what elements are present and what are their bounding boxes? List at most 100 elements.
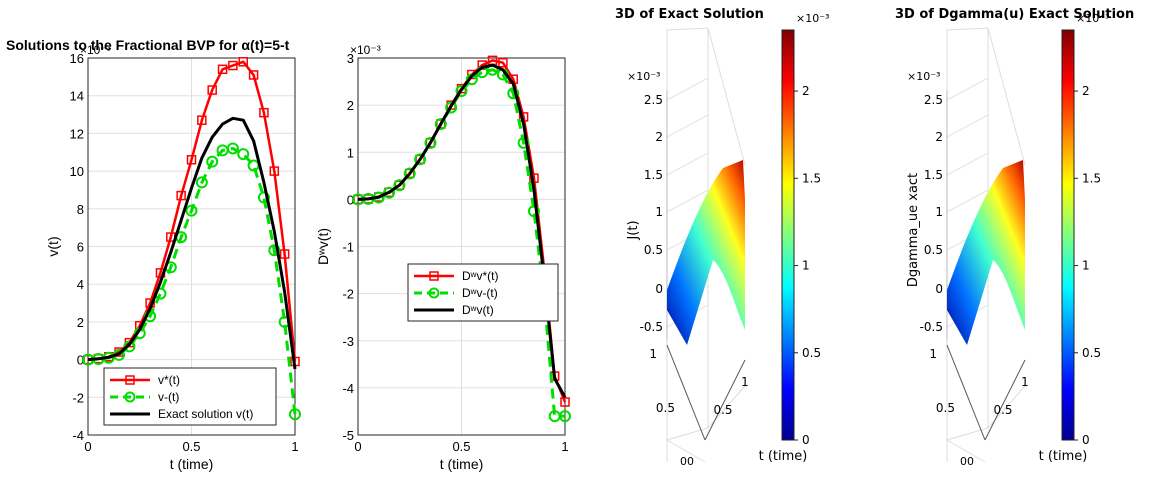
y-tick-label: 8 (77, 202, 84, 217)
grid-line (946, 114, 989, 138)
grid-line (666, 77, 709, 101)
data-point (259, 107, 269, 118)
y-tick-label: 0 (347, 192, 354, 207)
colorbar (781, 29, 795, 441)
data-point (207, 85, 217, 95)
z-tick-label: 2.5 (644, 93, 663, 107)
data-point (434, 117, 447, 130)
data-point (517, 136, 530, 149)
figure-title: Solutions to the Fractional BVP for α(t)… (6, 37, 290, 53)
data-point (403, 167, 416, 180)
z-tick-label: 2.5 (924, 93, 943, 107)
surface-exact: 3D of Exact Solution 2.5 2 1.5 1 0.5 0 -0.5 ×10⁻… (615, 7, 829, 468)
legend-marker (125, 375, 135, 385)
y-tick-label: -2 (72, 390, 84, 405)
surface-mesh (947, 160, 1025, 345)
data-point (445, 101, 458, 114)
y-tick-label: -2 (342, 287, 354, 302)
y-tick-label: 0.5 (936, 401, 955, 415)
colorbar-exponent: ×10⁻³ (1076, 12, 1109, 25)
box-edge (707, 27, 746, 166)
data-point (414, 153, 427, 166)
grid-line (666, 114, 709, 138)
plot-dwv: -5 -4 -3 -2 -1 0 1 2 3 0 0.5 1 t (time) Dʷv(t) ×10⁻³ Dʷ… (315, 43, 571, 472)
z-axis-label: Dgamma_ue xact (906, 173, 921, 287)
x-tick-label: 0.5 (182, 439, 200, 454)
colorbar (1061, 29, 1075, 441)
z-tick-label: 1.5 (924, 168, 943, 182)
z-tick-label: -0.5 (920, 320, 943, 334)
y-tick-label: 1 (929, 347, 937, 361)
x-tick-label: 0.5 (452, 439, 470, 454)
plot-v: -4 -2 0 2 4 6 8 10 12 14 16 0 0.5 1 t (time) v(t) ×10⁻³ v… (45, 43, 301, 472)
legend-label: v-(t) (158, 390, 179, 404)
floor-edge (666, 344, 706, 441)
box-edge (946, 27, 989, 31)
y-tick-label: 1 (649, 347, 657, 361)
data-point (206, 155, 219, 168)
colorbar-tick-label: 0.5 (1082, 346, 1101, 360)
data-point (226, 142, 239, 155)
x-tick-label: 0 (84, 439, 91, 454)
data-point (527, 205, 540, 218)
box-edge (666, 427, 709, 441)
colorbar-tick-label: 0 (802, 433, 810, 447)
x-tick-label: 0 (354, 439, 361, 454)
z-tick-label: 0.5 (924, 243, 943, 257)
y-tick-label: 10 (70, 164, 84, 179)
x-tick-label: 1 (561, 439, 568, 454)
z-tick-label: 0.5 (644, 243, 663, 257)
grid-line (666, 189, 709, 213)
series-line-2 (87, 116, 297, 370)
x-tick-label: 1 (1021, 375, 1029, 389)
z-tick-label: 1 (655, 205, 663, 219)
z-tick-label: 2 (655, 130, 663, 144)
surface-title: 3D of Exact Solution (615, 7, 764, 22)
box-edge (946, 439, 986, 463)
y-tick-label: 2 (77, 315, 84, 330)
colorbar-tick-label: 0.5 (802, 346, 821, 360)
data-point (176, 190, 186, 201)
surface-title: 3D of Dgamma(u) Exact Solution (895, 7, 1134, 22)
colorbar-tick-label: 1 (802, 259, 810, 273)
data-point (257, 191, 270, 204)
grid-line (946, 77, 989, 101)
data-point (268, 244, 281, 257)
y-tick-label: 1 (347, 145, 354, 160)
data-point (279, 249, 290, 259)
x-axis-label: t (time) (170, 456, 214, 472)
x-axis-label: t (time) (440, 456, 484, 472)
z-tick-label: -0.5 (640, 320, 663, 334)
z-exponent: ×10⁻³ (627, 70, 660, 83)
y-tick-label: -1 (342, 240, 354, 255)
box-edge (987, 27, 1026, 166)
data-point (197, 115, 207, 125)
x-axis-label: t (time) (1039, 449, 1088, 464)
data-point (186, 155, 197, 165)
legend-label: v*(t) (158, 373, 180, 387)
x-tick-label: 0.5 (713, 403, 732, 417)
y-axis-label: v(t) (45, 236, 61, 256)
legend-label: Dʷv(t) (462, 303, 494, 317)
y-tick-label: 2 (347, 98, 354, 113)
data-point (559, 410, 571, 423)
grid-line (946, 189, 989, 213)
colorbar-tick-label: 1.5 (802, 171, 821, 185)
x-tick-label: 1 (291, 439, 298, 454)
data-point (498, 57, 508, 68)
data-point (383, 186, 396, 199)
data-point (195, 176, 208, 189)
z-axis-label: J(t) (626, 220, 641, 240)
floor-edge (984, 359, 1026, 441)
x-tick-label: 0.5 (993, 403, 1012, 417)
grid-line (946, 152, 989, 176)
y-tick-label: 12 (70, 126, 84, 141)
legend-marker (124, 391, 136, 403)
y-tick-label: 6 (77, 240, 84, 255)
y-tick-label: 0.5 (656, 401, 675, 415)
data-point (248, 70, 259, 80)
box-edge (666, 27, 709, 31)
y-exponent: ×10⁻³ (350, 43, 381, 57)
floor-edge (946, 344, 986, 441)
data-point (560, 397, 570, 407)
